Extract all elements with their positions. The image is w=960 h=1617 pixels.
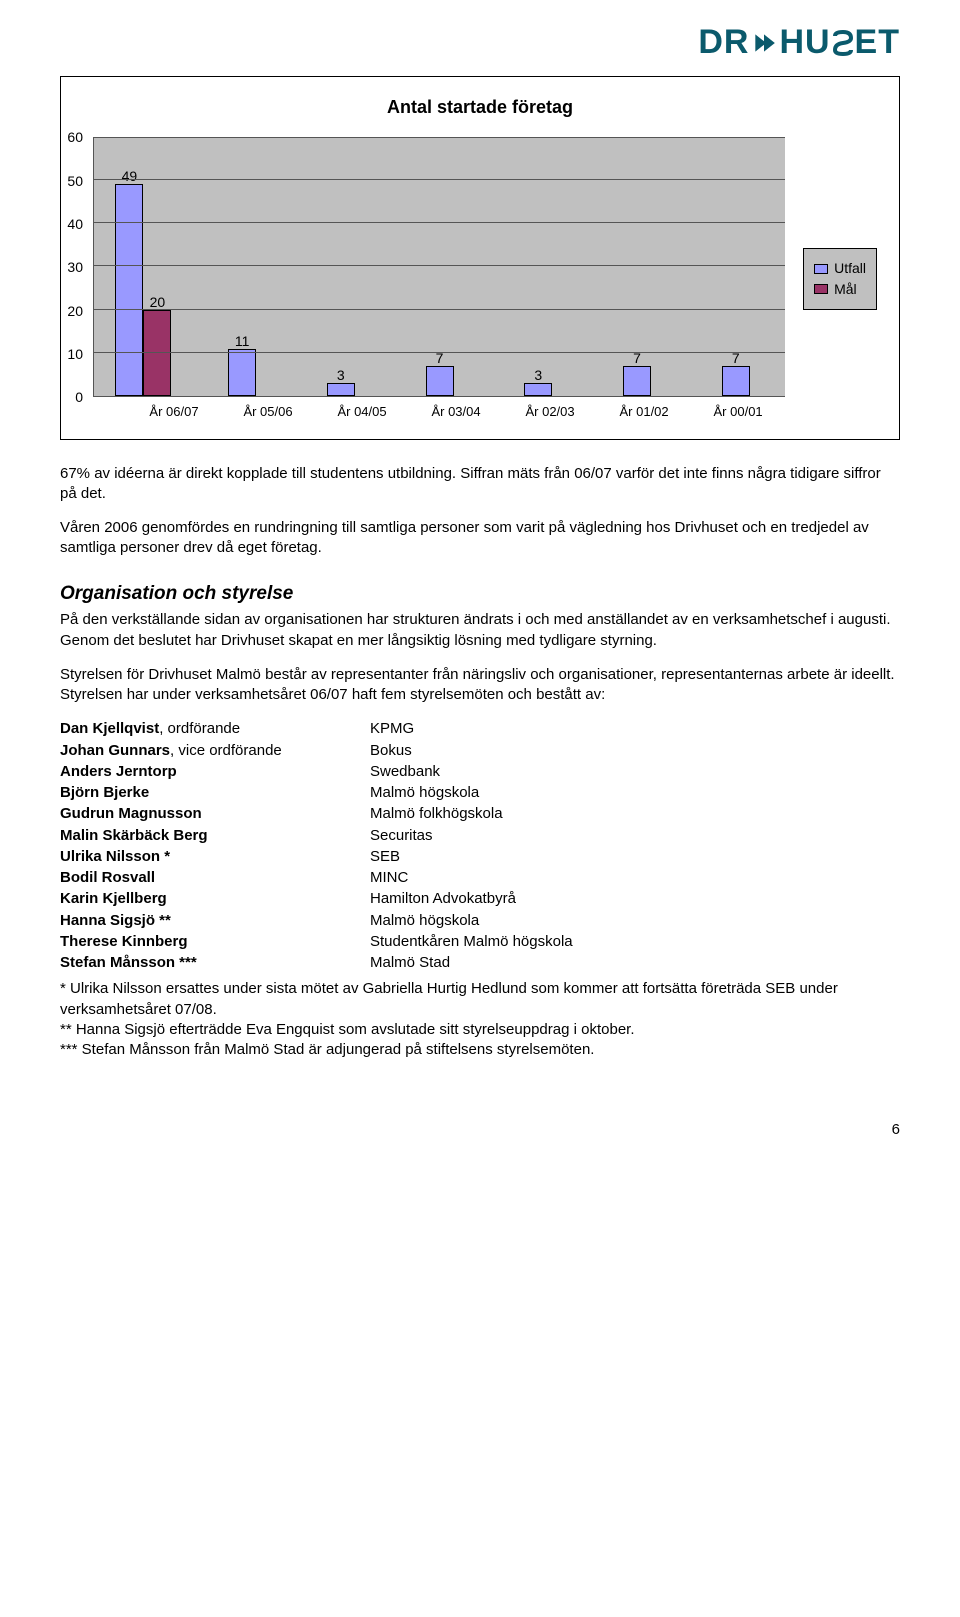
legend-swatch-utfall [814,264,828,274]
board-members-table: Dan Kjellqvist, ordförandeKPMGJohan Gunn… [60,719,900,973]
x-axis-label: År 00/01 [691,403,785,421]
board-member-org: KPMG [370,719,900,739]
bar-value-label: 11 [235,332,250,351]
board-member-name: Hanna Sigsjö ** [60,911,370,931]
board-member-org: Malmö högskola [370,783,900,803]
section-heading: Organisation och styrelse [60,581,900,607]
x-axis-label: År 03/04 [409,403,503,421]
x-axis-label: År 04/05 [315,403,409,421]
board-member-org: Malmö Stad [370,953,900,973]
paragraph: På den verkställande sidan av organisati… [60,610,900,651]
board-member-name: Malin Skärbäck Berg [60,826,370,846]
bar-category: 3 [291,137,390,396]
board-member-name: Johan Gunnars, vice ordförande [60,741,370,761]
footnote: *** Stefan Månsson från Malmö Stad är ad… [60,1040,900,1060]
bar: 20 [143,310,171,397]
plot-region: 49201137377 [93,137,785,397]
x-axis-label: År 01/02 [597,403,691,421]
legend-label: Mål [834,280,857,299]
paragraph: Våren 2006 genomfördes en rundringning t… [60,518,900,559]
board-member-org: Swedbank [370,762,900,782]
bar: 3 [524,383,552,396]
board-member-org: Malmö folkhögskola [370,804,900,824]
chart-container: Antal startade företag 6050403020100 492… [60,76,900,440]
chevron-forward-icon [751,30,777,56]
x-axis-label: År 06/07 [127,403,221,421]
y-axis: 6050403020100 [83,137,87,397]
paragraph: 67% av idéerna är direkt kopplade till s… [60,464,900,505]
bar: 11 [228,349,256,397]
board-member-name: Therese Kinnberg [60,932,370,952]
chart-title: Antal startade företag [83,95,877,119]
bar: 7 [426,366,454,396]
board-member-org: MINC [370,868,900,888]
bar-category: 4920 [94,137,193,396]
board-member-name: Bodil Rosvall [60,868,370,888]
bar-category: 7 [588,137,687,396]
bar-value-label: 49 [122,167,138,186]
chart-area: 6050403020100 49201137377 År 06/07År 05/… [83,137,877,421]
legend-swatch-mal [814,284,828,294]
board-member-name: Dan Kjellqvist, ordförande [60,719,370,739]
board-member-org: SEB [370,847,900,867]
bar-value-label: 3 [534,366,542,385]
board-member-name: Stefan Månsson *** [60,953,370,973]
bar: 3 [327,383,355,396]
bar-category: 11 [193,137,292,396]
board-member-org: Bokus [370,741,900,761]
bars-row: 49201137377 [94,137,785,396]
board-member-name: Gudrun Magnusson [60,804,370,824]
x-axis-labels: År 06/07År 05/06År 04/05År 03/04År 02/03… [127,403,785,421]
board-member-name: Ulrika Nilsson * [60,847,370,867]
bar: 7 [722,366,750,396]
x-axis-label: År 05/06 [221,403,315,421]
legend-label: Utfall [834,259,866,278]
board-member-org: Hamilton Advokatbyrå [370,889,900,909]
bar-category: 3 [489,137,588,396]
board-member-name: Anders Jerntorp [60,762,370,782]
paragraph: Styrelsen för Drivhuset Malmö består av … [60,665,900,706]
board-member-org: Securitas [370,826,900,846]
plot-wrap: 6050403020100 49201137377 År 06/07År 05/… [83,137,785,421]
board-member-org: Malmö högskola [370,911,900,931]
bar-category: 7 [390,137,489,396]
legend-item-utfall: Utfall [814,259,866,278]
bar-value-label: 3 [337,366,345,385]
footnote: ** Hanna Sigsjö efterträdde Eva Engquist… [60,1020,900,1040]
drivhuset-logo: DR HU ET [698,20,900,66]
bar-category: 7 [686,137,785,396]
board-member-org: Studentkåren Malmö högskola [370,932,900,952]
chart-legend: Utfall Mål [803,248,877,310]
footnote: * Ulrika Nilsson ersattes under sista mö… [60,979,900,1020]
board-member-name: Karin Kjellberg [60,889,370,909]
bar: 7 [623,366,651,396]
header-logo-row: DR HU ET [60,20,900,66]
s-split-icon [833,30,853,56]
x-axis-label: År 02/03 [503,403,597,421]
page-number: 6 [60,1120,900,1140]
bar: 49 [115,184,143,396]
legend-item-mal: Mål [814,280,866,299]
board-member-name: Björn Bjerke [60,783,370,803]
